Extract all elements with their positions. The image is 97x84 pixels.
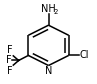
Text: F: F — [6, 55, 11, 66]
Text: F: F — [6, 45, 12, 55]
Text: NH: NH — [41, 4, 55, 14]
Text: Cl: Cl — [80, 50, 89, 60]
Text: 2: 2 — [53, 9, 58, 15]
Text: N: N — [45, 66, 52, 76]
Text: F: F — [6, 66, 12, 76]
